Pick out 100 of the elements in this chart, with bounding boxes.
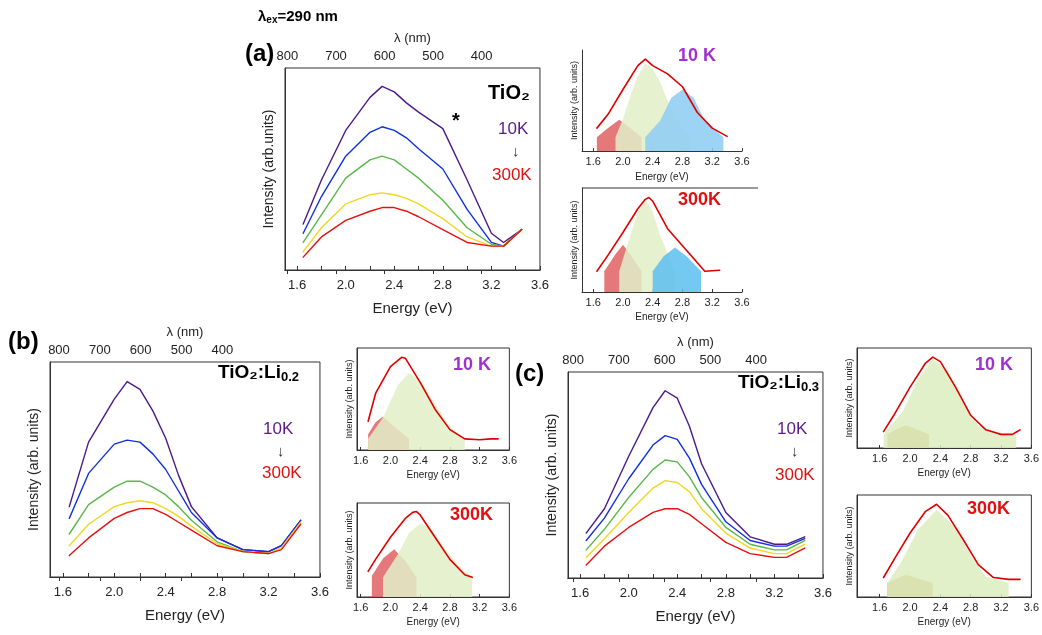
x-tick-label: 3.2 (993, 451, 1009, 464)
x-tick-label: 1.6 (872, 600, 888, 613)
x-tick-label: 2.8 (442, 453, 458, 466)
x-tick-label: 1.6 (353, 453, 369, 466)
annotation: 10K (777, 419, 808, 438)
x-tick-label: 3.6 (310, 584, 329, 599)
x-tick-label: 2.8 (674, 154, 691, 167)
x-tick-label: 1.6 (585, 154, 601, 167)
x-tick-label: 2.0 (615, 154, 631, 167)
x-tick-label: 1.6 (585, 295, 601, 308)
x2-axis-title: λ (nm) (677, 334, 714, 349)
chart-title: 10 K (678, 45, 717, 65)
x-tick-label: 1.6 (53, 584, 72, 599)
x2-axis-title: λ (nm) (166, 324, 204, 339)
x2-tick-label: 400 (211, 342, 234, 357)
x-axis-title: Energy (eV) (635, 170, 689, 182)
annotation: ↓ (277, 442, 285, 459)
x-tick-label: 2.4 (645, 154, 661, 167)
chart-title: 300K (967, 498, 1011, 518)
x2-tick-label: 500 (170, 342, 193, 357)
y-axis-title: Intensity (arb.units) (260, 109, 276, 229)
y-axis-title: Intensity (arb. units) (568, 200, 579, 280)
y-axis-title: Intensity (arb. units) (343, 510, 354, 590)
x-tick-label: 3.6 (734, 295, 750, 308)
annotation: 300K (775, 465, 816, 484)
x-tick-label: 2.4 (412, 453, 428, 466)
x-tick-label: 2.4 (156, 584, 175, 599)
chart-title: (b) (8, 326, 39, 354)
x2-tick-label: 400 (470, 48, 493, 63)
x-tick-label: 3.6 (501, 453, 517, 466)
x-axis-title: Energy (eV) (655, 607, 736, 624)
y-axis-title: Intensity (arb. units) (543, 413, 559, 537)
x2-tick-label: 500 (699, 352, 722, 367)
chart-title: 10 K (975, 354, 1014, 374)
x-tick-label: 2.8 (716, 585, 735, 600)
x-tick-label: 3.2 (765, 585, 784, 600)
x2-tick-label: 400 (745, 352, 767, 367)
annotation: ↓ (512, 142, 520, 159)
x-tick-label: 1.6 (872, 451, 888, 464)
annotation: 10K (263, 419, 294, 438)
x-tick-label: 2.0 (902, 600, 918, 613)
x-tick-label: 2.0 (105, 584, 124, 599)
x-axis-title: Energy (eV) (406, 616, 460, 628)
x-axis-title: Energy (eV) (372, 299, 453, 316)
chart-title: 10 K (453, 354, 492, 374)
y-axis-title: Intensity (arb. units) (343, 359, 354, 439)
x2-axis-title: λ (nm) (394, 30, 431, 45)
x-tick-label: 3.6 (530, 277, 549, 292)
x-tick-label: 2.0 (902, 451, 918, 464)
x-tick-label: 3.2 (704, 295, 720, 308)
x-tick-label: 1.6 (288, 277, 307, 292)
x-axis-title: Energy (eV) (917, 616, 971, 628)
x-tick-label: 1.6 (353, 600, 369, 613)
x-tick-label: 2.0 (619, 585, 638, 600)
chart-title: (a) (245, 38, 275, 66)
x2-tick-label: 800 (48, 342, 70, 357)
x-tick-label: 2.8 (963, 451, 979, 464)
x-axis-title: Energy (eV) (917, 467, 971, 479)
x2-tick-label: 800 (276, 48, 299, 63)
x-tick-label: 2.8 (208, 584, 227, 599)
x-tick-label: 2.4 (932, 451, 949, 464)
chart-title: 300K (450, 504, 494, 524)
x-tick-label: 2.0 (336, 277, 355, 292)
x-tick-label: 3.2 (482, 277, 501, 292)
x-tick-label: 3.6 (501, 600, 517, 613)
annotation: TiO₂ (488, 81, 530, 103)
y-axis-title: Intensity (arb. units) (843, 358, 854, 438)
x2-tick-label: 600 (129, 342, 152, 357)
x2-tick-label: 600 (653, 352, 676, 367)
y-axis-title: Intensity (arb. units) (568, 61, 579, 141)
annotation: 300K (492, 165, 533, 184)
y-axis-title: Intensity (arb. units) (843, 506, 854, 586)
x-tick-label: 2.4 (385, 277, 404, 292)
x-tick-label: 1.6 (571, 585, 590, 600)
x-tick-label: 2.0 (382, 453, 399, 466)
x-tick-label: 2.4 (412, 600, 428, 613)
x-tick-label: 2.8 (674, 295, 691, 308)
x-tick-label: 3.6 (1023, 600, 1039, 613)
x-tick-label: 3.2 (704, 154, 720, 167)
annotation: 300K (262, 463, 303, 482)
y-axis-title: Intensity (arb. units) (25, 408, 41, 531)
x-tick-label: 2.4 (645, 295, 661, 308)
annotation: * (452, 109, 460, 131)
x-tick-label: 3.2 (993, 600, 1009, 613)
x-axis-title: Energy (eV) (406, 469, 460, 481)
x-tick-label: 2.0 (382, 600, 399, 613)
annotation: 10K (498, 119, 529, 138)
x2-tick-label: 700 (607, 352, 630, 367)
x-tick-label: 3.6 (1023, 451, 1039, 464)
x-tick-label: 3.6 (813, 585, 832, 600)
chart-title: 300K (678, 189, 722, 209)
chart-title: (c) (515, 358, 545, 386)
x-tick-label: 2.4 (932, 600, 949, 613)
x-tick-label: 2.0 (615, 295, 631, 308)
x-tick-label: 2.8 (442, 600, 458, 613)
x2-tick-label: 800 (562, 352, 584, 367)
x-axis-title: Energy (eV) (144, 606, 226, 623)
x-axis-title: Energy (eV) (635, 311, 689, 323)
annotation: ↓ (791, 442, 799, 459)
x-tick-label: 3.2 (259, 584, 278, 599)
